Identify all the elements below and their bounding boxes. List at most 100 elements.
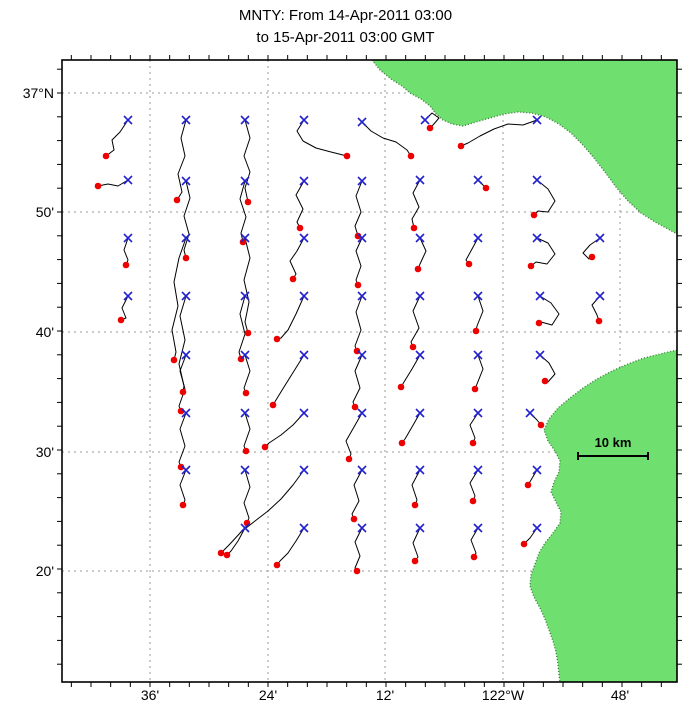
end-marker-dot-icon: [457, 142, 465, 150]
end-marker-dot-icon: [411, 557, 419, 565]
start-marker-x-icon: [532, 115, 542, 125]
start-marker-x-icon: [473, 175, 483, 185]
end-marker-dot-icon: [242, 447, 250, 455]
end-marker-dot-icon: [426, 124, 434, 132]
end-marker-dot-icon: [117, 316, 125, 324]
start-marker-x-icon: [473, 408, 483, 418]
trajectory-path: [226, 527, 246, 556]
start-marker-x-icon: [357, 291, 367, 301]
trajectory-path: [469, 469, 479, 502]
figure-title-line1: MNTY: From 14-Apr-2011 03:00: [238, 7, 453, 24]
end-marker-dot-icon: [353, 567, 361, 575]
end-marker-dot-icon: [465, 260, 473, 268]
end-marker-dot-icon: [411, 501, 419, 509]
trajectory-path: [105, 119, 129, 157]
start-marker-x-icon: [535, 350, 545, 360]
start-marker-x-icon: [473, 233, 483, 243]
end-marker-dot-icon: [472, 327, 480, 335]
end-marker-dot-icon: [289, 275, 297, 283]
end-marker-dot-icon: [345, 455, 353, 463]
end-marker-dot-icon: [414, 265, 422, 273]
land-polygon: [371, 60, 677, 235]
end-marker-dot-icon: [482, 184, 490, 192]
start-marker-x-icon: [357, 350, 367, 360]
start-marker-x-icon: [357, 408, 367, 418]
trajectory-path: [474, 354, 484, 390]
trajectory-path: [243, 354, 251, 394]
trajectory-path: [243, 469, 251, 524]
trajectory-path: [289, 237, 305, 280]
end-marker-dot-icon: [244, 329, 252, 337]
trajectory-path: [276, 527, 305, 566]
trajectory-path: [354, 295, 363, 352]
trajectory-path: [352, 354, 363, 408]
trajectory-path: [243, 237, 251, 334]
start-marker-x-icon: [415, 175, 425, 185]
trajectory-path: [179, 469, 187, 506]
start-marker-x-icon: [420, 115, 430, 125]
trajectory-path: [97, 179, 129, 187]
start-marker-x-icon: [240, 465, 250, 475]
start-marker-x-icon: [181, 408, 191, 418]
x-tick-label: 122°W: [482, 687, 525, 703]
start-marker-x-icon: [595, 233, 605, 243]
end-marker-dot-icon: [354, 281, 362, 289]
y-tick-label: 40': [36, 324, 54, 340]
start-marker-x-icon: [181, 350, 191, 360]
end-marker-dot-icon: [520, 540, 528, 548]
end-marker-dot-icon: [122, 261, 130, 269]
end-marker-dot-icon: [398, 439, 406, 447]
trajectory-path: [411, 469, 421, 506]
trajectory-path: [296, 119, 348, 157]
start-marker-x-icon: [299, 523, 309, 533]
start-marker-x-icon: [181, 291, 191, 301]
start-marker-x-icon: [415, 233, 425, 243]
start-marker-x-icon: [415, 523, 425, 533]
end-marker-dot-icon: [223, 551, 231, 559]
trajectory-path: [354, 527, 363, 572]
end-marker-dot-icon: [170, 356, 178, 364]
end-marker-dot-icon: [179, 501, 187, 509]
trajectory-path: [178, 354, 187, 412]
start-marker-x-icon: [415, 465, 425, 475]
trajectory-path: [272, 354, 305, 406]
start-marker-x-icon: [299, 291, 309, 301]
trajectory-path: [351, 469, 363, 520]
start-marker-x-icon: [240, 408, 250, 418]
end-marker-dot-icon: [179, 388, 187, 396]
start-marker-x-icon: [181, 233, 191, 243]
trajectory-path: [538, 295, 560, 326]
trajectory-path: [400, 354, 421, 388]
y-tick-label: 37°N: [23, 85, 54, 101]
trajectory-path: [295, 180, 305, 229]
end-marker-dot-icon: [244, 198, 252, 206]
end-marker-dot-icon: [470, 553, 478, 561]
end-marker-dot-icon: [217, 549, 225, 557]
start-marker-x-icon: [181, 465, 191, 475]
start-marker-x-icon: [240, 350, 250, 360]
end-marker-dot-icon: [343, 152, 351, 160]
end-marker-dot-icon: [296, 224, 304, 232]
end-marker-dot-icon: [351, 403, 359, 411]
start-marker-x-icon: [415, 350, 425, 360]
y-tick-label: 20': [36, 563, 54, 579]
start-marker-x-icon: [299, 176, 309, 186]
trajectory-path: [417, 237, 427, 270]
trajectory-path: [354, 180, 363, 237]
trajectory-path: [264, 412, 305, 448]
start-marker-x-icon: [357, 465, 367, 475]
start-marker-x-icon: [123, 291, 133, 301]
trajectory-path: [401, 412, 421, 444]
end-marker-dot-icon: [527, 262, 535, 270]
y-tick-label: 30': [36, 444, 54, 460]
land-polygon: [529, 349, 677, 682]
x-tick-label: 24': [259, 687, 277, 703]
end-marker-dot-icon: [397, 383, 405, 391]
start-marker-x-icon: [357, 523, 367, 533]
start-marker-x-icon: [473, 523, 483, 533]
end-marker-dot-icon: [588, 253, 596, 261]
start-marker-x-icon: [240, 176, 250, 186]
end-marker-dot-icon: [269, 401, 277, 409]
end-marker-dot-icon: [354, 232, 362, 240]
